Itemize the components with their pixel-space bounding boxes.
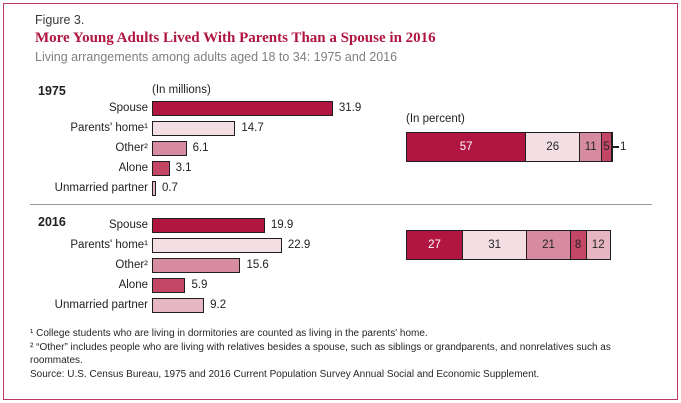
- bar-row-1975: Other² 6.1: [30, 138, 361, 158]
- bars-1975: Spouse 31.9 Parents' home¹ 14.7 Other² 6.1 Alo…: [30, 98, 361, 198]
- millions-bar: [152, 277, 186, 293]
- category-label: Spouse: [108, 219, 148, 231]
- millions-bar: [152, 297, 205, 313]
- millions-axis-label: (In millions): [152, 84, 211, 96]
- millions-bar: [152, 257, 241, 273]
- millions-bar: [152, 217, 265, 233]
- percent-outside-label: 1: [619, 141, 627, 153]
- percent-segment: [610, 132, 613, 162]
- category-label: Alone: [118, 162, 148, 174]
- figure-title: More Young Adults Lived With Parents Tha…: [35, 30, 436, 46]
- value-label: 15.6: [246, 259, 269, 271]
- category-label: Parents' home¹: [70, 122, 148, 134]
- bar-row-2016: Parents' home¹ 22.9: [30, 235, 310, 255]
- bar-row-1975: Parents' home¹ 14.7: [30, 118, 361, 138]
- category-label: Alone: [118, 279, 148, 291]
- figure-header: Figure 3. More Young Adults Lived With P…: [35, 13, 436, 64]
- percent-segment: 12: [585, 230, 611, 260]
- value-label: 6.1: [192, 142, 209, 154]
- bar-row-1975: Unmarried partner 0.7: [30, 178, 361, 198]
- millions-bar: [152, 180, 156, 196]
- figure-number: Figure 3.: [35, 13, 85, 27]
- millions-bar: [152, 100, 333, 116]
- millions-bar: [152, 120, 236, 136]
- category-label: Unmarried partner: [54, 182, 148, 194]
- category-label: Parents' home¹: [70, 239, 148, 251]
- leader-line: [612, 146, 619, 148]
- figure-subtitle: Living arrangements among adults aged 18…: [35, 50, 398, 64]
- category-label: Unmarried partner: [54, 299, 148, 311]
- bar-row-1975: Spouse 31.9: [30, 98, 361, 118]
- category-label: Other²: [115, 142, 148, 154]
- category-label: Spouse: [108, 102, 148, 114]
- source-line: Source: U.S. Census Bureau, 1975 and 201…: [30, 368, 540, 380]
- year-label-2016: 2016: [38, 215, 66, 229]
- percent-segment: 27: [406, 230, 463, 260]
- millions-bar: [152, 237, 282, 253]
- section-divider: [30, 204, 652, 205]
- value-label: 0.7: [161, 182, 178, 194]
- value-label: 14.7: [241, 122, 264, 134]
- footnote-2: ² “Other” includes people who are living…: [30, 341, 611, 367]
- year-label-1975: 1975: [38, 84, 66, 98]
- bar-row-2016: Spouse 19.9: [30, 215, 310, 235]
- value-label: 31.9: [338, 102, 362, 114]
- bar-row-1975: Alone 3.1: [30, 158, 361, 178]
- percent-segment: 26: [525, 132, 581, 162]
- value-label: 22.9: [287, 239, 311, 251]
- bar-row-2016: Other² 15.6: [30, 255, 310, 275]
- percent-segment: 21: [526, 230, 571, 260]
- millions-bar: [152, 160, 170, 176]
- footnote-1: ¹ College students who are living in dor…: [30, 328, 428, 339]
- value-label: 19.9: [270, 219, 294, 231]
- percent-segment: 57: [406, 132, 527, 162]
- bars-2016: Spouse 19.9 Parents' home¹ 22.9 Other² 15.6 Al…: [30, 215, 310, 315]
- percent-bar-2016: 27 31 21 8 12: [406, 230, 611, 260]
- percent-axis-label: (In percent): [406, 113, 465, 125]
- value-label: 3.1: [175, 162, 192, 174]
- category-label: Other²: [115, 259, 148, 271]
- percent-segment: 8: [569, 230, 587, 260]
- millions-bar: [152, 140, 187, 156]
- value-label: 5.9: [191, 279, 208, 291]
- figure-footer: ¹ College students who are living in dor…: [30, 327, 662, 381]
- percent-segment: 11: [579, 132, 603, 162]
- bar-row-2016: Unmarried partner 9.2: [30, 295, 310, 315]
- value-label: 9.2: [210, 299, 227, 311]
- percent-bar-1975: 57 26 11 5 1: [406, 132, 626, 162]
- bar-row-2016: Alone 5.9: [30, 275, 310, 295]
- percent-segment: 31: [461, 230, 528, 260]
